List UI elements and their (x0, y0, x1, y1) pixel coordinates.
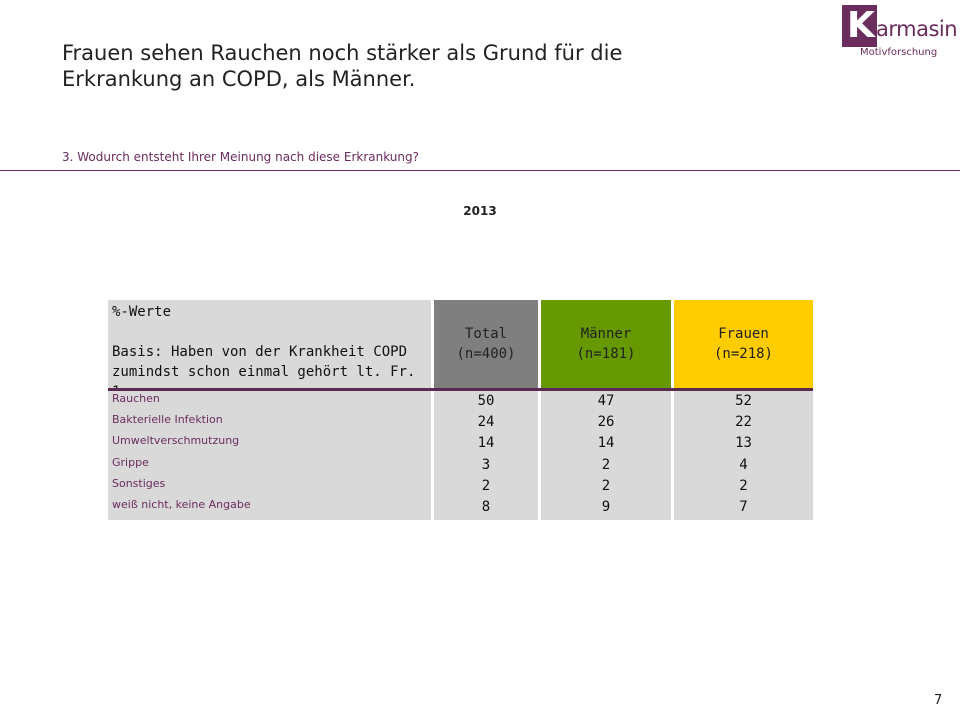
year-label: 2013 (463, 204, 497, 218)
value-frauen-rauchen: 52 (735, 393, 752, 409)
row-label-rauchen: Rauchen (112, 392, 160, 405)
value-maenner-umweltverschmutzung: 14 (597, 435, 615, 451)
value-maenner-grippe: 2 (601, 457, 611, 473)
row-label-weiss-nicht: weiß nicht, keine Angabe (112, 498, 251, 511)
logo-letter: K (847, 5, 875, 46)
karmasin-logo: K armasin Motivforschung (842, 5, 958, 61)
column-name: Total (464, 326, 508, 342)
question-text: 3. Wodurch entsteht Ihrer Meinung nach d… (62, 150, 419, 164)
row-label-umweltverschmutzung: Umweltverschmutzung (112, 434, 240, 447)
value-maenner-rauchen: 47 (597, 393, 615, 409)
page-number: 7 (934, 693, 943, 708)
value-frauen-bakterielle-infektion: 22 (735, 414, 752, 430)
row-label-bakterielle-infektion: Bakterielle Infektion (112, 413, 223, 426)
value-maenner-sonstiges: 2 (601, 478, 611, 494)
column-header-maenner: Männer (n=181) (541, 300, 671, 388)
value-frauen-weiss-nicht: 7 (739, 499, 748, 515)
column-name: Frauen (718, 326, 769, 342)
value-maenner-bakterielle-infektion: 26 (597, 414, 615, 430)
header-basis-line1: Basis: Haben von der Krankheit COPD (112, 344, 408, 360)
value-total-umweltverschmutzung: 14 (477, 435, 495, 451)
values-column-total: 50 24 14 3 2 8 (434, 391, 538, 520)
value-maenner-weiss-nicht: 9 (601, 499, 611, 515)
value-frauen-umweltverschmutzung: 13 (735, 435, 752, 451)
header-unit: %-Werte (112, 304, 172, 320)
logo-name: armasin (876, 17, 958, 41)
values-column-frauen: 52 22 13 4 2 7 (674, 391, 813, 520)
value-frauen-grippe: 4 (739, 457, 748, 473)
value-total-weiss-nicht: 8 (481, 499, 491, 515)
row-label-grippe: Grippe (112, 456, 149, 469)
results-table: %-Werte Basis: Haben von der Krankheit C… (108, 300, 813, 520)
column-name: Männer (580, 326, 632, 342)
slide-title-line2: Erkrankung an COPD, als Männer. (62, 67, 416, 91)
logo-mark (842, 5, 877, 47)
table-header-basis: %-Werte Basis: Haben von der Krankheit C… (108, 300, 431, 400)
slide-title: Frauen sehen Rauchen noch stärker als Gr… (62, 40, 762, 92)
slide-title-line1: Frauen sehen Rauchen noch stärker als Gr… (62, 41, 623, 65)
column-n: (n=218) (713, 346, 773, 362)
header-divider (0, 170, 960, 171)
logo-subtitle: Motivforschung (860, 47, 938, 58)
value-frauen-sonstiges: 2 (739, 478, 748, 494)
column-n: (n=181) (576, 346, 636, 362)
column-header-total: Total (n=400) (434, 300, 538, 388)
value-total-sonstiges: 2 (481, 478, 491, 494)
value-total-bakterielle-infektion: 24 (477, 414, 495, 430)
header-separator (108, 388, 813, 391)
column-header-frauen: Frauen (n=218) (674, 300, 813, 388)
row-labels-column: Rauchen Bakterielle Infektion Umweltvers… (108, 391, 431, 520)
column-n: (n=400) (456, 346, 516, 362)
value-total-grippe: 3 (481, 457, 491, 473)
values-column-maenner: 47 26 14 2 2 9 (541, 391, 671, 520)
row-label-sonstiges: Sonstiges (112, 477, 166, 490)
value-total-rauchen: 50 (477, 393, 495, 409)
